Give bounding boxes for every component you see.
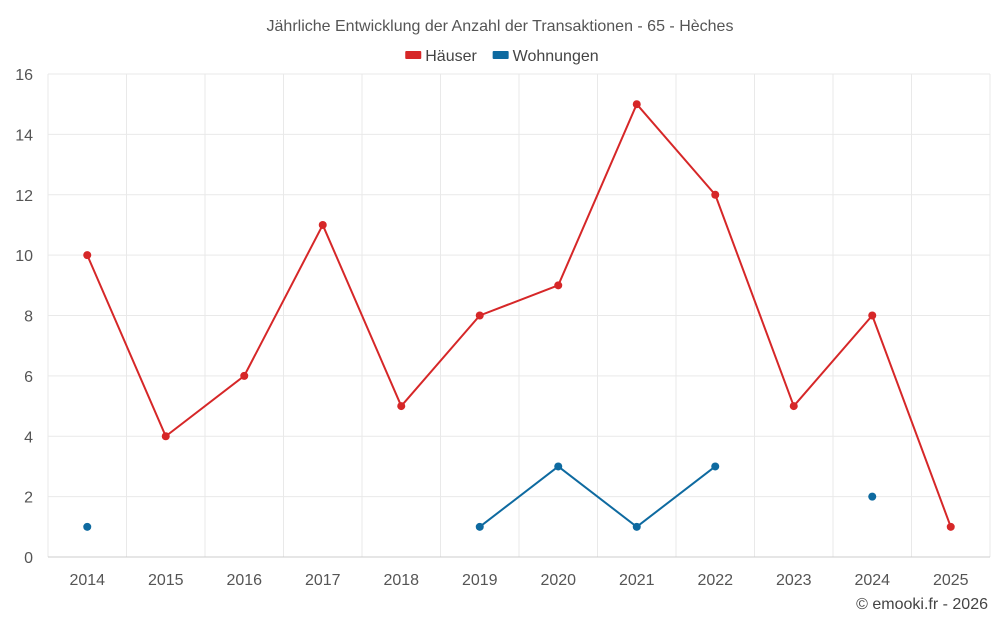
legend-label: Häuser bbox=[425, 48, 477, 65]
data-point[interactable] bbox=[318, 220, 327, 229]
x-tick-label: 2014 bbox=[69, 572, 105, 589]
x-tick-label: 2018 bbox=[383, 572, 419, 589]
y-axis-tick-labels: 0 2 4 6 8 10 12 14 16 bbox=[15, 67, 33, 567]
y-tick-label: 14 bbox=[15, 127, 33, 144]
x-tick-label: 2015 bbox=[148, 572, 184, 589]
x-axis-tick-labels: 2014 2015 2016 2017 2018 2019 2020 2021 2022 2023… bbox=[69, 572, 968, 589]
data-point[interactable] bbox=[161, 432, 170, 441]
data-point[interactable] bbox=[475, 522, 484, 531]
series-1 bbox=[83, 462, 877, 531]
legend-swatch bbox=[492, 51, 509, 59]
x-tick-label: 2016 bbox=[226, 572, 262, 589]
x-tick-label: 2023 bbox=[776, 572, 812, 589]
data-point[interactable] bbox=[946, 522, 955, 531]
data-point[interactable] bbox=[632, 522, 641, 531]
legend[interactable]: Häuser Wohnungen bbox=[405, 48, 599, 65]
data-point[interactable] bbox=[475, 311, 484, 320]
x-tick-label: 2022 bbox=[697, 572, 733, 589]
data-point[interactable] bbox=[240, 371, 249, 380]
data-point[interactable] bbox=[868, 492, 877, 501]
chart-title: Jährliche Entwicklung der Anzahl der Tra… bbox=[267, 18, 734, 35]
legend-item-0[interactable]: Häuser bbox=[405, 48, 478, 65]
legend-label: Wohnungen bbox=[513, 48, 599, 65]
data-point[interactable] bbox=[789, 402, 798, 411]
y-tick-label: 0 bbox=[24, 550, 33, 567]
y-tick-label: 8 bbox=[24, 309, 33, 326]
data-point[interactable] bbox=[711, 462, 720, 471]
data-point[interactable] bbox=[397, 402, 406, 411]
data-point[interactable] bbox=[554, 281, 563, 290]
x-tick-label: 2019 bbox=[462, 572, 498, 589]
data-point[interactable] bbox=[632, 100, 641, 109]
data-point[interactable] bbox=[868, 311, 877, 320]
data-point[interactable] bbox=[711, 190, 720, 199]
series-line bbox=[86, 103, 952, 528]
data-point[interactable] bbox=[554, 462, 563, 471]
x-tick-label: 2025 bbox=[933, 572, 969, 589]
x-tick-label: 2020 bbox=[540, 572, 576, 589]
y-tick-label: 6 bbox=[24, 369, 33, 386]
y-tick-label: 16 bbox=[15, 67, 33, 84]
series-layer bbox=[83, 100, 955, 531]
y-tick-label: 4 bbox=[24, 429, 33, 446]
series-0 bbox=[83, 100, 955, 531]
credit-text: © emooki.fr - 2026 bbox=[856, 596, 988, 613]
data-point[interactable] bbox=[83, 251, 92, 260]
x-tick-label: 2017 bbox=[305, 572, 341, 589]
x-tick-label: 2021 bbox=[619, 572, 655, 589]
x-tick-label: 2024 bbox=[854, 572, 890, 589]
legend-item-1[interactable]: Wohnungen bbox=[492, 48, 599, 65]
data-point[interactable] bbox=[83, 522, 92, 531]
y-tick-label: 2 bbox=[24, 490, 33, 507]
y-tick-label: 10 bbox=[15, 248, 33, 265]
legend-swatch bbox=[405, 51, 422, 59]
y-tick-label: 12 bbox=[15, 188, 33, 205]
